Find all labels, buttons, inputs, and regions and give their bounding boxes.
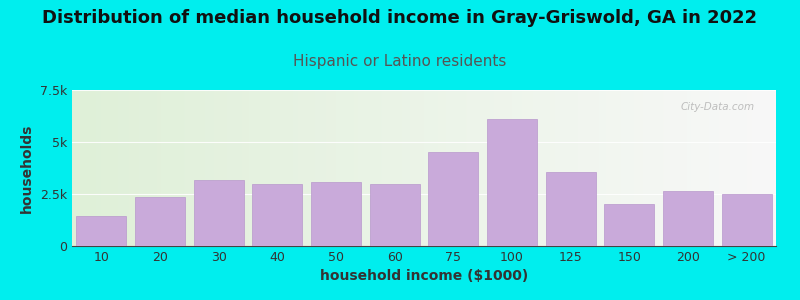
Text: Distribution of median household income in Gray-Griswold, GA in 2022: Distribution of median household income … xyxy=(42,9,758,27)
Bar xyxy=(546,172,595,246)
Bar xyxy=(487,119,537,246)
X-axis label: household income ($1000): household income ($1000) xyxy=(320,269,528,284)
Bar xyxy=(194,181,243,246)
Bar xyxy=(77,216,126,246)
Bar xyxy=(605,204,654,246)
Bar xyxy=(722,194,771,246)
Bar xyxy=(370,184,419,246)
Bar xyxy=(253,184,302,246)
Bar xyxy=(311,182,361,246)
Text: Hispanic or Latino residents: Hispanic or Latino residents xyxy=(294,54,506,69)
Bar xyxy=(663,191,713,246)
Text: City-Data.com: City-Data.com xyxy=(681,103,755,112)
Bar xyxy=(135,197,185,246)
Bar xyxy=(429,152,478,246)
Y-axis label: households: households xyxy=(20,123,34,213)
